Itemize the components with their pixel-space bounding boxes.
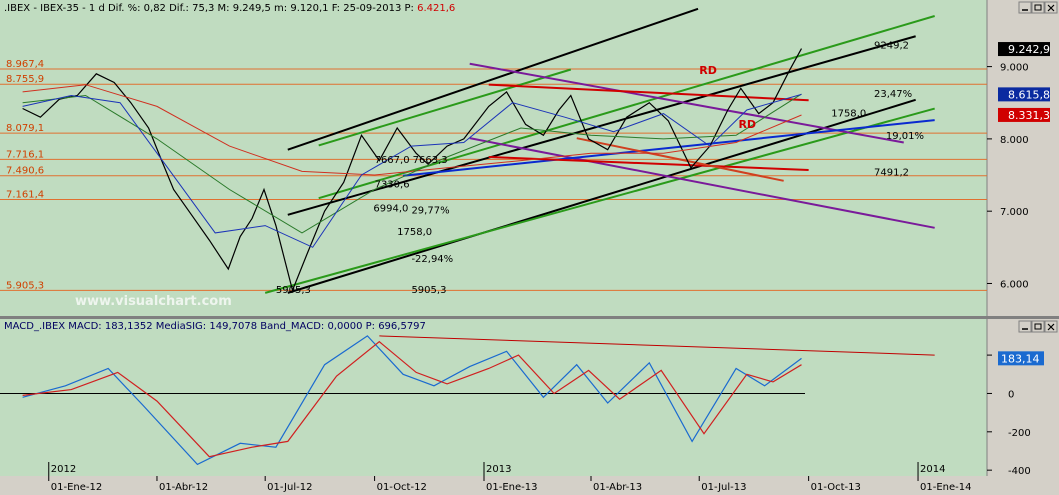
macd-maximize-icon (1034, 323, 1042, 330)
price-line (22, 48, 803, 293)
macd-panel-controls (1018, 320, 1058, 333)
trendline (318, 15, 935, 200)
moving-average-line (22, 84, 802, 176)
level-label: 8.755,9 (6, 74, 44, 85)
price-panel-controls (1018, 1, 1058, 14)
annotation-label: 6994,0 (373, 204, 408, 215)
level-label: 7.716,1 (6, 149, 44, 160)
level-label: 7.490,6 (6, 166, 44, 177)
x-tick-label: 01-Jul-13 (701, 482, 746, 493)
x-tick-label: 01-Abr-13 (593, 482, 642, 493)
trendline (469, 62, 904, 144)
y-tick-label: 6.000 (1000, 279, 1029, 290)
price-header-text: .IBEX - IBEX-35 - 1 d Dif. %: 0,82 Dif.:… (4, 3, 417, 14)
level-label: 5.905,3 (6, 280, 44, 291)
x-tick-label: 01-Oct-12 (377, 482, 427, 493)
price-maximize-icon (1034, 4, 1042, 11)
watermark: www.visualchart.com (75, 294, 232, 309)
price-badge-label: 8.331,3 (1008, 109, 1050, 122)
annotation-label: 1758,0 (831, 108, 866, 119)
macd-badge (998, 351, 1044, 366)
annotation-label: 5905,3 (276, 285, 311, 296)
trendline (287, 7, 699, 151)
y-tick-label: 9.000 (1000, 63, 1029, 74)
rd-label: RD (738, 118, 756, 131)
macd-header: MACD_.IBEX MACD: 183,1352 MediaSIG: 149,… (4, 321, 426, 332)
price-badge (998, 87, 1050, 102)
price-badge-label: 8.615,8 (1008, 88, 1050, 101)
level-label: 8.079,1 (6, 123, 44, 134)
annotation-label: 7663,3 (413, 155, 448, 166)
price-maximize-button[interactable] (1031, 1, 1045, 14)
trendline (318, 68, 572, 147)
annotation-label: 29,77% (411, 205, 449, 216)
moving-average-line (22, 93, 802, 234)
y-tick-label: 8.000 (1000, 135, 1029, 146)
price-header-price: 6.421,6 (417, 3, 455, 14)
annotation-label: -22,94% (411, 254, 453, 265)
price-badge (998, 42, 1050, 57)
annotation-label: 19,01% (886, 131, 924, 142)
macd-y-tick-label: -200 (1008, 428, 1031, 439)
x-tick-label: 01-Ene-12 (51, 482, 102, 493)
year-label: 2014 (920, 464, 945, 475)
x-tick-label: 01-Jul-12 (267, 482, 312, 493)
panel-separator[interactable] (0, 316, 1059, 319)
trendline (488, 155, 809, 171)
macd-trendline (379, 335, 935, 356)
year-label: 2012 (51, 464, 76, 475)
trendline (469, 137, 935, 229)
trendline (488, 83, 809, 102)
trendline (264, 107, 935, 294)
y-tick-label: 7.000 (1000, 207, 1029, 218)
price-badge (998, 107, 1050, 122)
price-badge-label: 9.242,9 (1008, 43, 1050, 56)
macd-y-tick-label: 0 (1008, 389, 1014, 400)
level-label: 7.161,4 (6, 190, 44, 201)
annotation-label: 7330,6 (375, 179, 410, 190)
trendline (287, 98, 916, 294)
year-label: 2013 (486, 464, 511, 475)
x-tick-label: 01-Ene-14 (920, 482, 971, 493)
macd-close-icon (1047, 323, 1055, 331)
trendline (403, 119, 935, 177)
macd-axis-background (987, 319, 1059, 476)
annotation-label: 7667,0 (375, 155, 410, 166)
x-tick-label: 01-Oct-13 (811, 482, 861, 493)
level-label: 8.967,4 (6, 59, 44, 70)
annotation-label: 5905,3 (411, 285, 446, 296)
macd-badge-label: 183,14 (1001, 352, 1040, 365)
price-close-icon (1047, 4, 1055, 12)
macd-maximize-button[interactable] (1031, 320, 1045, 333)
moving-average-line (22, 93, 802, 248)
annotation-label: 1758,0 (397, 227, 432, 238)
trendline (287, 35, 916, 216)
price-minimize-button[interactable] (1018, 1, 1032, 14)
trendline (576, 137, 784, 182)
annotation-label: 9249,2 (874, 41, 909, 52)
annotation-label: 23,47% (874, 89, 912, 100)
macd-minimize-button[interactable] (1018, 320, 1032, 333)
macd-panel-background (0, 319, 987, 476)
x-tick-label: 01-Ene-13 (486, 482, 537, 493)
macd-y-tick-label: -400 (1008, 466, 1031, 477)
price-header: .IBEX - IBEX-35 - 1 d Dif. %: 0,82 Dif.:… (4, 3, 455, 14)
macd-line (22, 335, 802, 466)
x-tick-label: 01-Abr-12 (159, 482, 208, 493)
annotation-label: 7491,2 (874, 168, 909, 179)
rd-label: RD (699, 64, 717, 77)
signal-line (22, 340, 802, 458)
